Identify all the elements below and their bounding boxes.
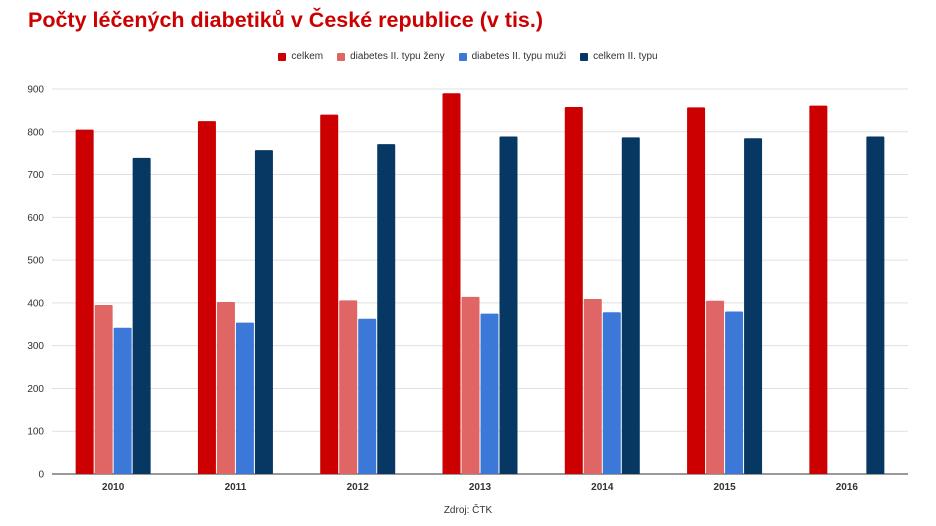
x-tick-label: 2010	[102, 482, 125, 493]
legend-item: celkem II. typu	[580, 51, 658, 62]
legend-item: celkem	[278, 51, 323, 62]
bar	[377, 144, 396, 474]
bar	[320, 114, 339, 475]
x-tick-label: 2016	[836, 482, 859, 493]
bar	[687, 107, 706, 475]
bar	[809, 105, 828, 474]
y-tick-label: 800	[27, 127, 44, 138]
y-tick-label: 700	[27, 170, 44, 181]
bar	[442, 93, 461, 475]
bar	[94, 305, 113, 474]
legend-swatch	[580, 52, 589, 61]
y-tick-label: 300	[27, 341, 44, 352]
bar	[254, 150, 273, 474]
y-tick-label: 400	[27, 298, 44, 309]
legend-label: celkem II. typu	[593, 51, 658, 62]
source-note: Zdroj: ČTK	[443, 505, 493, 516]
legend-swatch	[458, 52, 467, 61]
legend-swatch	[278, 52, 287, 61]
x-tick-label: 2012	[347, 482, 370, 493]
y-tick-label: 200	[27, 384, 44, 395]
y-tick-label: 500	[27, 256, 44, 267]
bar	[132, 157, 151, 474]
bar	[564, 106, 583, 474]
y-tick-label: 0	[38, 470, 44, 481]
bar	[866, 136, 885, 474]
x-tick-label: 2011	[225, 482, 247, 493]
bar	[602, 312, 621, 474]
bar	[339, 300, 358, 474]
bar	[706, 300, 725, 474]
y-tick-label: 600	[27, 213, 44, 224]
y-tick-label: 900	[27, 85, 44, 96]
gridlines	[52, 88, 908, 475]
y-axis-ticks: 0 100 200 300 400 500 600 700 800 900	[27, 85, 44, 481]
bar	[75, 129, 94, 474]
legend-swatch	[337, 52, 346, 61]
legend: celkem diabetes II. typu ženy diabetes II.…	[0, 51, 936, 62]
bar	[113, 327, 132, 474]
y-tick-label: 100	[27, 427, 44, 438]
bar	[725, 311, 744, 474]
chart-title: Počty léčených diabetiků v České republi…	[28, 8, 544, 32]
x-tick-label: 2013	[469, 482, 492, 493]
bars	[75, 93, 885, 475]
bar	[499, 136, 518, 474]
x-tick-label: 2015	[713, 482, 736, 493]
legend-label: celkem	[291, 51, 324, 62]
bar	[216, 302, 235, 474]
legend-label: diabetes II. typu muži	[471, 51, 567, 62]
bar	[235, 322, 254, 474]
bar	[621, 137, 640, 475]
bar	[461, 296, 480, 474]
legend-label: diabetes II. typu ženy	[350, 51, 445, 62]
x-axis-ticks: 2010 2011 2012 2013 2014 2015 2016	[102, 482, 858, 493]
legend-item: diabetes II. typu ženy	[337, 51, 445, 62]
bar	[197, 121, 216, 474]
bar	[583, 299, 602, 474]
legend-item: diabetes II. typu muži	[458, 51, 567, 62]
bar	[480, 313, 499, 474]
x-tick-label: 2014	[591, 482, 614, 493]
bar	[744, 138, 763, 474]
bar	[358, 318, 377, 474]
